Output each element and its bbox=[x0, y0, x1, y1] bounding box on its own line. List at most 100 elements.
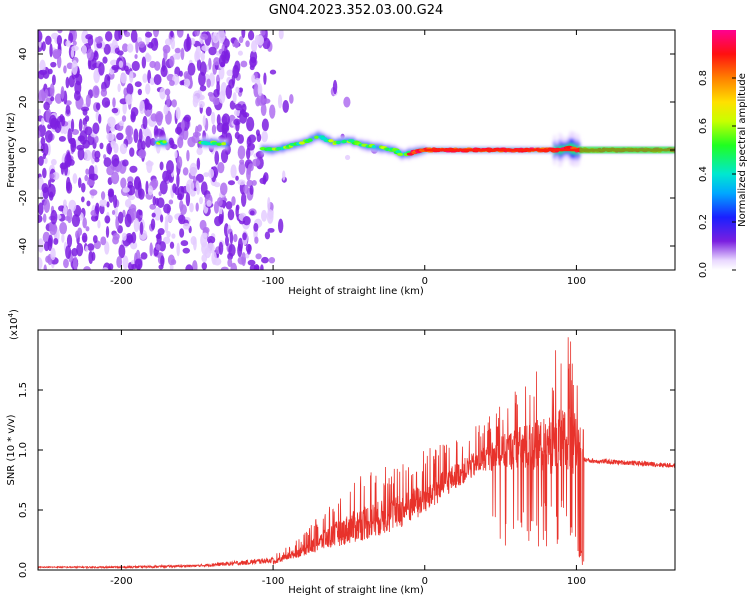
spectrogram-noise-blob bbox=[237, 145, 246, 160]
spectrogram-noise-blob bbox=[245, 40, 250, 48]
spectrogram-noise-blob bbox=[127, 181, 134, 189]
spectrogram-noise-blob bbox=[77, 177, 82, 189]
spectrogram-noise-blob bbox=[176, 30, 184, 38]
spectrogram-noise-blob bbox=[57, 30, 63, 34]
spectrogram-noise-blob bbox=[269, 104, 276, 119]
spectrogram-noise-blob bbox=[166, 160, 174, 175]
spectrogram-noise-blob bbox=[120, 177, 127, 189]
spectrogram-noise-blob bbox=[155, 110, 164, 123]
spectrogram-noise-blob bbox=[227, 209, 235, 221]
spectrogram-noise-blob bbox=[252, 158, 261, 167]
spectrogram-noise-blob bbox=[133, 217, 140, 233]
spectrogram-noise-blob bbox=[153, 74, 162, 86]
colorbar-tick-label: 0.8 bbox=[698, 70, 709, 86]
spectrogram-noise-blob bbox=[49, 83, 55, 98]
spectrogram-noise-blob bbox=[192, 131, 201, 138]
spectrogram-noise-blob bbox=[137, 88, 143, 96]
spectrogram-noise-blob bbox=[110, 171, 120, 185]
spectrogram-noise-blob bbox=[84, 174, 89, 182]
spectrogram-noise-blob bbox=[165, 214, 174, 223]
ridge-inner-band bbox=[317, 133, 320, 138]
spectrogram-noise-blob bbox=[150, 137, 156, 146]
colorbar-tick-label: 0.4 bbox=[698, 166, 709, 182]
snr-y-multiplier-exponent: 4 bbox=[7, 312, 15, 317]
spectrogram-noise-blob bbox=[101, 97, 111, 108]
spectrogram-noise-blob bbox=[243, 184, 249, 194]
spectrogram-noise-blob bbox=[186, 36, 192, 51]
spectrogram-noise-blob bbox=[253, 222, 259, 232]
spectrogram-noise-blob bbox=[85, 94, 91, 108]
spectrogram-noise-blob bbox=[48, 179, 52, 188]
spectrogram-noise-blob bbox=[68, 199, 77, 212]
spectrogram-noise-blob bbox=[251, 74, 256, 83]
spectrogram-noise-blob bbox=[54, 93, 63, 104]
spectrogram-noise-blob bbox=[107, 116, 116, 128]
spectrogram-noise-blob bbox=[183, 114, 191, 123]
spectrogram-noise-blob bbox=[237, 237, 243, 252]
spectrogram-noise-blob bbox=[212, 32, 219, 44]
spectrogram-noise-blob bbox=[131, 60, 140, 72]
spectrogram-noise-blob bbox=[242, 112, 250, 118]
spectrogram-noise-blob bbox=[278, 30, 284, 40]
spectrogram-noise-blob bbox=[157, 228, 165, 236]
ridge-peak-blob bbox=[211, 141, 218, 145]
y-tick-label: -40 bbox=[18, 238, 29, 254]
spectrogram-noise-blob bbox=[208, 168, 215, 179]
spectrogram-noise-blob bbox=[38, 238, 44, 253]
spectrogram-noise-blob bbox=[50, 158, 57, 166]
spectrogram-noise-blob bbox=[180, 186, 185, 193]
spectrogram-x-axis-label: Height of straight line (km) bbox=[288, 286, 424, 297]
spectrogram-noise-blob bbox=[149, 242, 153, 257]
spectrogram-noise-blob bbox=[169, 241, 175, 249]
spectrogram-noise-blob bbox=[38, 30, 43, 43]
spectrogram-noise-blob bbox=[155, 233, 162, 240]
ridge-peak-blob bbox=[395, 150, 402, 154]
spectrogram-noise-blob bbox=[38, 89, 46, 103]
spectrogram-noise-blob bbox=[74, 80, 82, 95]
spectrogram-noise-blob bbox=[231, 196, 236, 206]
spectrogram-noise-blob bbox=[217, 162, 225, 174]
x-tick-label: 0 bbox=[422, 276, 428, 287]
spectrogram-noise-blob bbox=[256, 92, 265, 106]
spectrogram-noise-blob bbox=[146, 103, 153, 111]
spectrogram-noise-blob bbox=[82, 217, 87, 229]
spectrogram-noise-blob bbox=[199, 219, 207, 231]
spectrogram-noise-blob bbox=[141, 56, 147, 69]
spectrogram-noise-blob bbox=[82, 117, 88, 126]
spectrogram-noise-blob bbox=[116, 256, 123, 268]
spectrogram-noise-blob bbox=[237, 50, 243, 56]
spectrogram-noise-blob bbox=[267, 197, 271, 211]
spectrogram-noise-blob bbox=[118, 60, 124, 68]
spectrogram-noise-blob bbox=[218, 241, 224, 255]
colorbar-tick-label: 0.2 bbox=[698, 214, 709, 230]
spectrogram-noise-blob bbox=[230, 164, 237, 179]
spectrogram-noise-blob bbox=[71, 214, 81, 228]
spectrogram-noise-blob bbox=[111, 209, 116, 215]
spectrogram-noise-blob bbox=[261, 118, 269, 132]
spectrogram-noise-blob bbox=[246, 167, 251, 181]
colorbar-ticks: 0.0 0.2 0.4 0.6 0.8 bbox=[698, 70, 736, 278]
ridge-peak-blob bbox=[396, 152, 404, 157]
ridge-inner-band bbox=[225, 142, 228, 146]
spectrogram-noise-blob bbox=[120, 72, 127, 84]
ridge-peak-blob bbox=[216, 142, 222, 146]
ridge-peak-blob bbox=[266, 147, 274, 152]
spectrogram-noise-blob bbox=[117, 211, 124, 224]
spectrogram-noise-blob bbox=[98, 62, 105, 76]
spectrogram-noise-blob bbox=[138, 148, 147, 159]
spectrogram-noise-blob bbox=[196, 147, 203, 156]
spectrogram-noise-blob bbox=[137, 181, 142, 196]
spectrogram-noise-blob bbox=[128, 195, 136, 201]
spectrogram-noise-blob bbox=[246, 147, 251, 160]
spectrogram-noise-blob bbox=[227, 258, 233, 268]
spectrogram-noise-blob bbox=[267, 227, 275, 233]
spectrogram-noise-blob bbox=[221, 113, 231, 126]
spectrogram-noise-blob bbox=[144, 128, 152, 140]
spectrogram-noise-blob bbox=[149, 77, 156, 86]
spectrogram-noise-blob bbox=[266, 209, 274, 224]
spectrogram-noise-blob bbox=[81, 232, 88, 243]
spectrogram-noise-blob bbox=[112, 233, 120, 241]
ridge-inner-band bbox=[226, 143, 229, 147]
spectrogram-noise-blob bbox=[233, 39, 240, 49]
spectrogram-noise-blob bbox=[168, 137, 174, 146]
